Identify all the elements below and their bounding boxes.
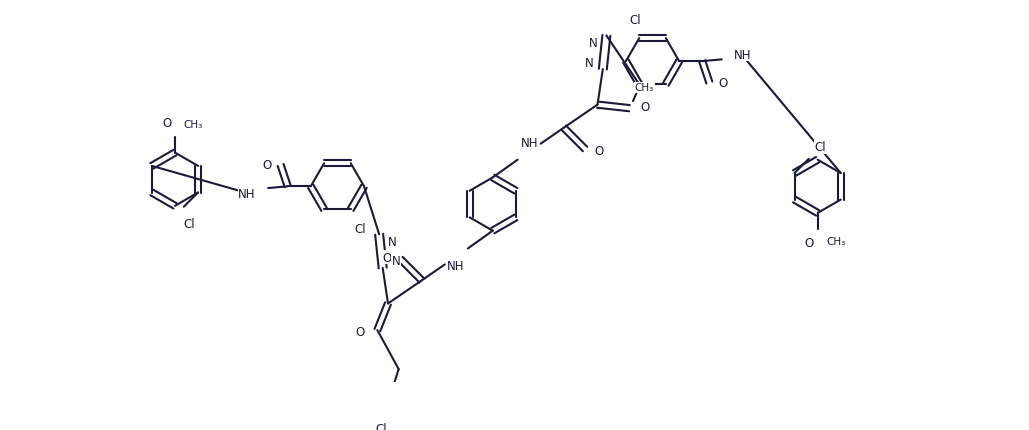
Text: N: N [589,37,598,50]
Text: O: O [356,326,365,338]
Text: NH: NH [447,259,464,273]
Text: O: O [594,145,603,158]
Text: N: N [586,56,594,69]
Text: Cl: Cl [376,422,387,430]
Text: O: O [163,117,172,130]
Text: N: N [388,235,397,248]
Text: NH: NH [522,137,539,150]
Text: O: O [718,77,728,90]
Text: O: O [805,237,814,249]
Text: NH: NH [735,49,752,61]
Text: O: O [262,159,272,172]
Text: CH₃: CH₃ [635,83,654,93]
Text: O: O [383,251,392,264]
Text: Cl: Cl [354,222,366,235]
Text: Cl: Cl [184,218,196,231]
Text: N: N [392,255,400,268]
Text: NH: NH [239,187,256,200]
Text: CH₃: CH₃ [184,120,203,130]
Text: Cl: Cl [630,14,641,27]
Text: Cl: Cl [814,141,825,154]
Text: O: O [640,101,649,114]
Text: CH₃: CH₃ [826,237,846,246]
